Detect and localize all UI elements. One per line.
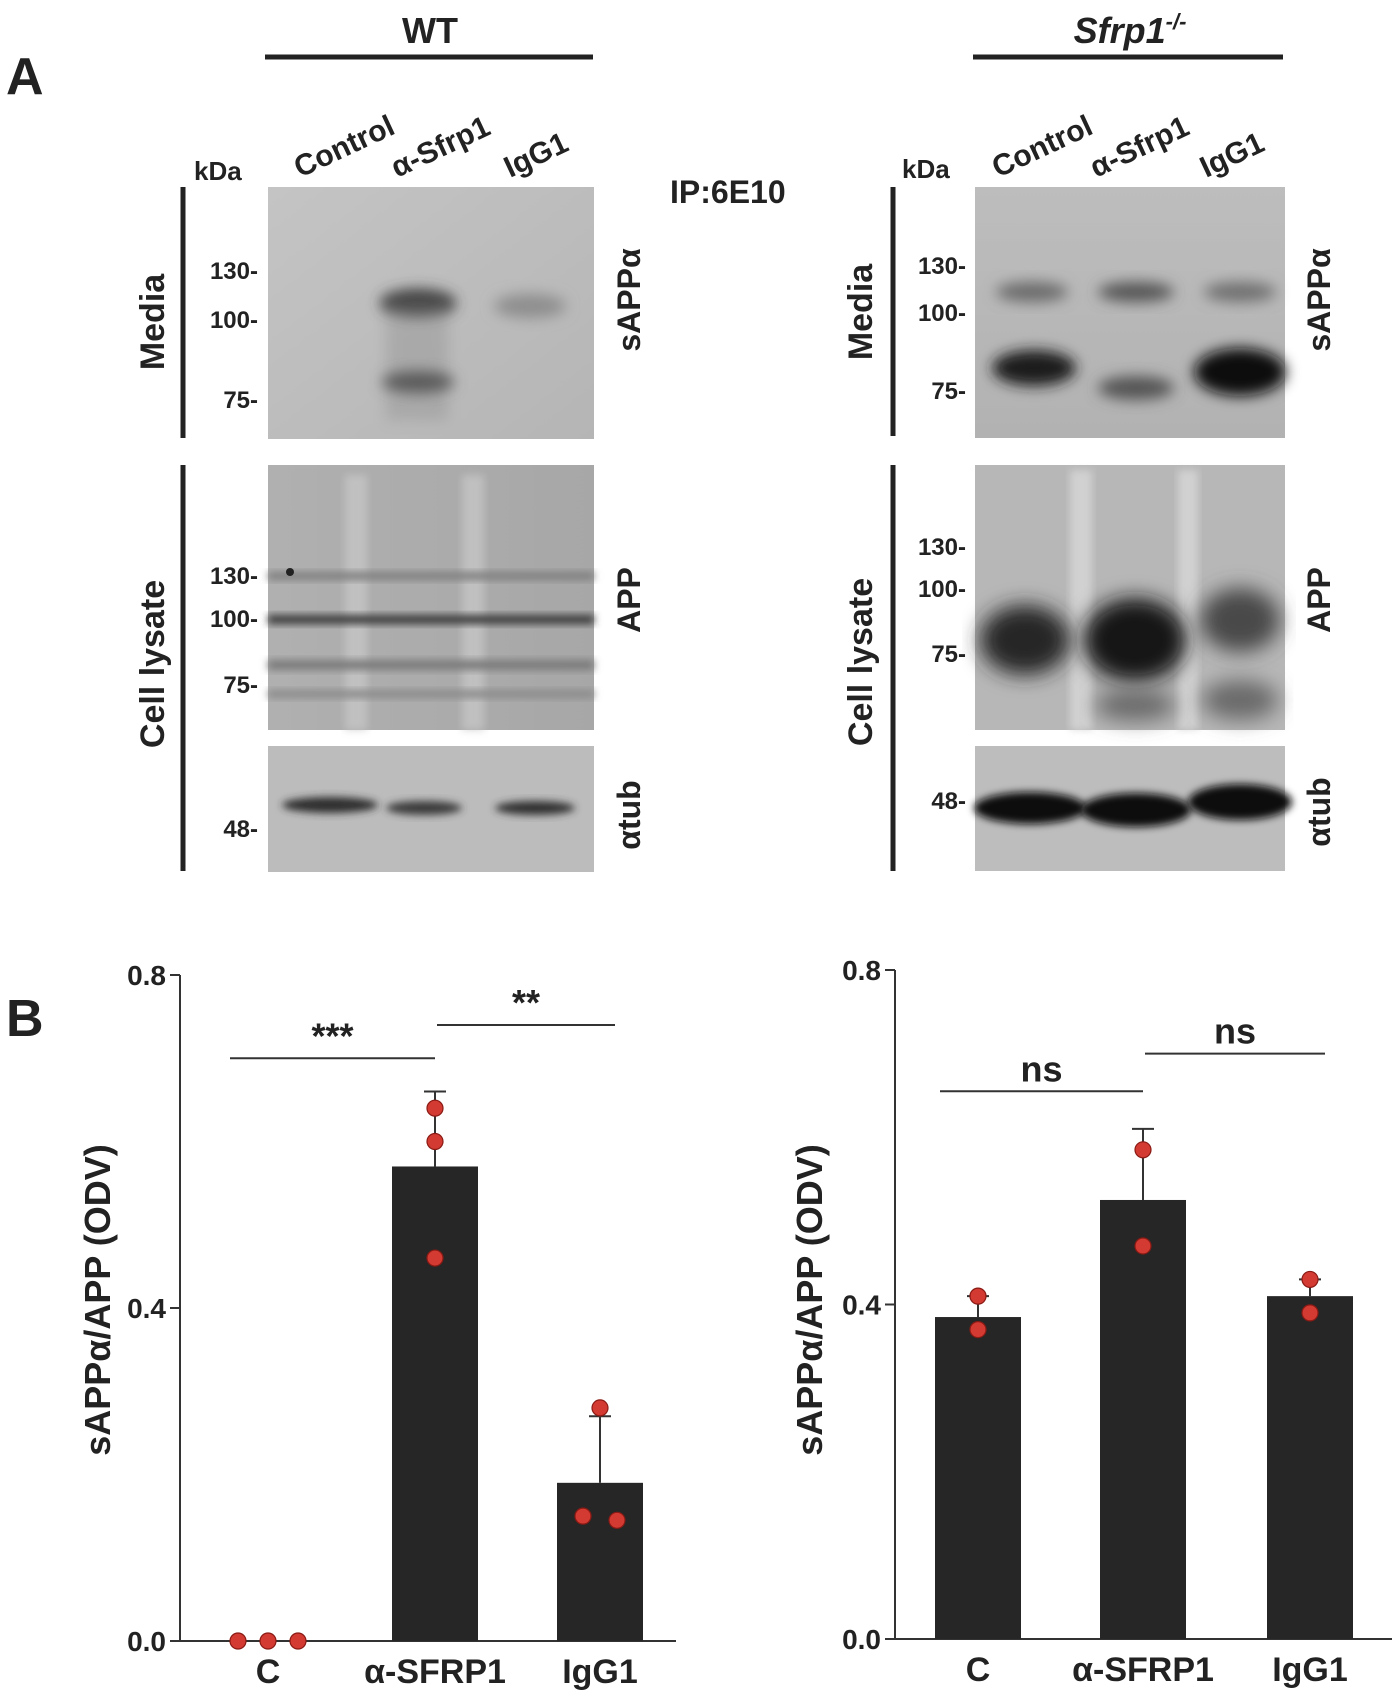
data-point (426, 1249, 444, 1267)
ko-lane-labels: Control α-Sfrp1 IgG1 (987, 109, 1269, 184)
ko-app-marker-75: 75- (931, 641, 966, 668)
ko-media-marker-130: 130- (918, 253, 966, 280)
category-label: IgG1 (562, 1653, 638, 1691)
category-label: IgG1 (1272, 1651, 1348, 1689)
ko-app-marker-100: 100- (918, 576, 966, 603)
ko-protein-app: APP (1301, 567, 1337, 633)
bar (557, 1482, 643, 1641)
wt-lane-control: Control (289, 109, 400, 184)
ko-protein-atub: αtub (1301, 777, 1337, 846)
category-label: C (966, 1651, 991, 1689)
wt-row-lysate: Cell lysate (134, 580, 172, 748)
wt-row-media: Media (134, 273, 172, 370)
ko-protein-sappa: sAPPα (1301, 248, 1337, 352)
wt-media-marker-130: 130- (210, 258, 258, 285)
ip-label: IP:6E10 (670, 174, 786, 210)
y-tick-label: 0.8 (127, 960, 166, 991)
wt-protein-atub: αtub (611, 780, 647, 849)
category-label: α-SFRP1 (364, 1653, 506, 1691)
bar (1100, 1199, 1186, 1639)
bar (935, 1317, 1021, 1639)
ko-app-marker-130: 130- (918, 534, 966, 561)
ko-lane-control: Control (987, 109, 1098, 184)
ko-tub-blot (974, 746, 1292, 871)
wt-lane-asfrp1: α-Sfrp1 (386, 110, 495, 184)
data-point (1134, 1237, 1152, 1255)
chart-right: 0.0 0.4 0.8 sAPPα/APP (ODV) C α-SFRP1 IgG1 ns ns (789, 955, 1392, 1689)
data-point (1301, 1304, 1319, 1322)
y-tick-label: 0.8 (842, 955, 881, 986)
ko-media-marker-75: 75- (931, 378, 966, 405)
ko-kda-label: kDa (902, 154, 950, 184)
wt-app-marker-130: 130- (210, 563, 258, 590)
data-point (426, 1132, 444, 1151)
ko-row-lysate: Cell lysate (842, 578, 880, 746)
wt-protein-sappa: sAPPα (611, 248, 647, 352)
significance-label: *** (311, 1015, 353, 1056)
ko-tub-marker-48: 48- (931, 788, 966, 815)
ko-app-blot (975, 465, 1285, 730)
significance-label: ns (1020, 1048, 1062, 1089)
data-point (289, 1632, 307, 1650)
ko-lane-asfrp1: α-Sfrp1 (1085, 110, 1194, 184)
y-axis-label: sAPPα/APP (ODV) (77, 1144, 118, 1456)
significance-label: ns (1214, 1011, 1256, 1052)
wt-app-blot (268, 465, 594, 730)
significance-label: ** (512, 982, 540, 1023)
ko-row-media: Media (842, 263, 880, 360)
data-point (969, 1320, 987, 1339)
wt-app-marker-75: 75- (223, 672, 258, 699)
data-point (426, 1099, 444, 1117)
bar (392, 1166, 478, 1641)
panel-b-letter: B (6, 990, 44, 1048)
wt-media-blot (268, 187, 594, 439)
bar (1267, 1296, 1353, 1639)
ko-lane-igg1: IgG1 (1195, 126, 1269, 184)
wt-lane-labels: Control α-Sfrp1 IgG1 (289, 109, 573, 184)
data-point (1301, 1270, 1319, 1289)
wt-kda-label: kDa (194, 156, 242, 186)
ko-media-marker-100: 100- (918, 300, 966, 327)
wt-lane-igg1: IgG1 (499, 126, 573, 184)
wt-app-marker-100: 100- (210, 606, 258, 633)
y-tick-label: 0.0 (842, 1624, 881, 1655)
wt-tub-blot (268, 746, 594, 872)
y-tick-label: 0.4 (842, 1290, 881, 1321)
wt-protein-app: APP (611, 567, 647, 633)
y-tick-label: 0.0 (127, 1626, 166, 1657)
wt-media-marker-75: 75- (223, 387, 258, 414)
y-tick-label: 0.4 (127, 1293, 166, 1324)
data-point (574, 1507, 592, 1525)
category-label: α-SFRP1 (1072, 1651, 1214, 1689)
wt-media-marker-100: 100- (210, 307, 258, 334)
data-point (1134, 1141, 1152, 1159)
y-axis-label: sAPPα/APP (ODV) (789, 1144, 830, 1456)
ko-media-blot (975, 187, 1286, 438)
data-point (259, 1632, 277, 1650)
category-label: C (256, 1653, 281, 1691)
panel-a-letter: A (6, 48, 44, 106)
wt-header: WT (402, 10, 458, 51)
data-point (229, 1632, 247, 1650)
ko-header: Sfrp1-/- (1074, 9, 1187, 51)
data-point (608, 1511, 626, 1529)
wt-tub-marker-48: 48- (223, 816, 258, 843)
data-point (969, 1287, 987, 1305)
data-point (591, 1399, 609, 1417)
